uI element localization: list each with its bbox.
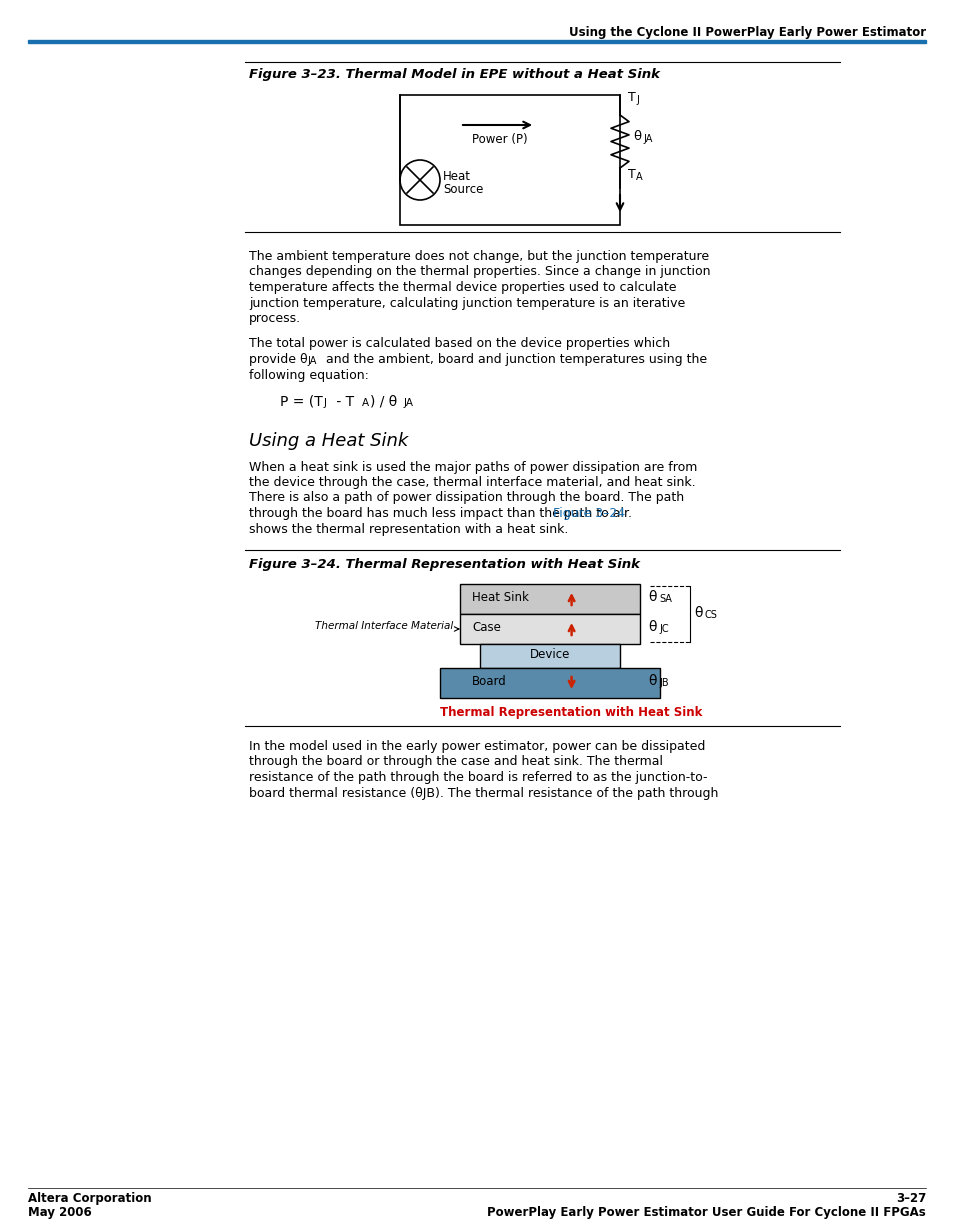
Text: The ambient temperature does not change, but the junction temperature: The ambient temperature does not change,… [249,250,708,263]
Text: changes depending on the thermal properties. Since a change in junction: changes depending on the thermal propert… [249,265,710,279]
Text: SA: SA [659,594,671,604]
Text: In the model used in the early power estimator, power can be dissipated: In the model used in the early power est… [249,740,704,753]
Text: - T: - T [332,395,354,409]
Text: Altera Corporation: Altera Corporation [28,1191,152,1205]
Text: through the board or through the case and heat sink. The thermal: through the board or through the case an… [249,756,662,768]
Text: temperature affects the thermal device properties used to calculate: temperature affects the thermal device p… [249,281,676,294]
Text: JA: JA [307,356,316,366]
Bar [439,667,659,698]
Text: process.: process. [249,312,301,325]
Text: following equation:: following equation: [249,368,369,382]
Text: Figure 3–24: Figure 3–24 [552,507,624,520]
Text: Power (P): Power (P) [472,133,527,146]
Bar [459,584,639,614]
Bar [399,94,619,225]
Bar [459,614,639,644]
Text: Heat: Heat [442,171,471,183]
Text: θ: θ [647,620,656,634]
Bar [479,644,619,667]
Text: θ: θ [647,674,656,688]
Text: the device through the case, thermal interface material, and heat sink.: the device through the case, thermal int… [249,476,695,490]
Text: P = (T: P = (T [280,395,322,409]
Text: shows the thermal representation with a heat sink.: shows the thermal representation with a … [249,523,568,535]
Text: JC: JC [659,625,668,634]
Text: There is also a path of power dissipation through the board. The path: There is also a path of power dissipatio… [249,492,683,504]
Text: θ: θ [647,590,656,604]
Text: Heat Sink: Heat Sink [472,591,528,604]
Text: JA: JA [403,399,414,409]
Text: A: A [636,172,642,182]
Text: and the ambient, board and junction temperatures using the: and the ambient, board and junction temp… [322,353,706,366]
Text: PowerPlay Early Power Estimator User Guide For Cyclone II FPGAs: PowerPlay Early Power Estimator User Gui… [487,1206,925,1218]
Text: T: T [627,168,635,182]
Text: Figure 3–23. Thermal Model in EPE without a Heat Sink: Figure 3–23. Thermal Model in EPE withou… [249,67,659,81]
Text: θ: θ [633,130,640,144]
Text: JA: JA [642,134,652,144]
Text: J: J [324,399,327,409]
Text: Device: Device [529,648,570,661]
Text: CS: CS [704,610,717,620]
Text: The total power is calculated based on the device properties which: The total power is calculated based on t… [249,337,669,351]
Text: Case: Case [472,621,500,634]
Text: provide θ: provide θ [249,353,307,366]
Text: A: A [361,399,369,409]
Text: May 2006: May 2006 [28,1206,91,1218]
Bar [28,40,925,43]
Text: board thermal resistance (θJB). The thermal resistance of the path through: board thermal resistance (θJB). The ther… [249,787,718,800]
Text: through the board has much less impact than the path to air.: through the board has much less impact t… [249,507,636,520]
Text: Source: Source [442,183,483,196]
Text: θ: θ [693,606,701,620]
Text: JB: JB [659,679,668,688]
Text: Using a Heat Sink: Using a Heat Sink [249,432,408,450]
Text: T: T [627,91,635,104]
Text: Thermal Representation with Heat Sink: Thermal Representation with Heat Sink [439,706,701,719]
Text: Board: Board [472,675,506,688]
Text: J: J [636,94,639,106]
Text: resistance of the path through the board is referred to as the junction-to-: resistance of the path through the board… [249,771,707,784]
Text: ) / θ: ) / θ [370,395,396,409]
Text: junction temperature, calculating junction temperature is an iterative: junction temperature, calculating juncti… [249,297,684,309]
Text: 3–27: 3–27 [895,1191,925,1205]
Text: When a heat sink is used the major paths of power dissipation are from: When a heat sink is used the major paths… [249,460,697,474]
Text: Thermal Interface Material: Thermal Interface Material [314,621,453,631]
Text: Figure 3–24. Thermal Representation with Heat Sink: Figure 3–24. Thermal Representation with… [249,558,639,571]
Text: Using the Cyclone II PowerPlay Early Power Estimator: Using the Cyclone II PowerPlay Early Pow… [568,26,925,39]
